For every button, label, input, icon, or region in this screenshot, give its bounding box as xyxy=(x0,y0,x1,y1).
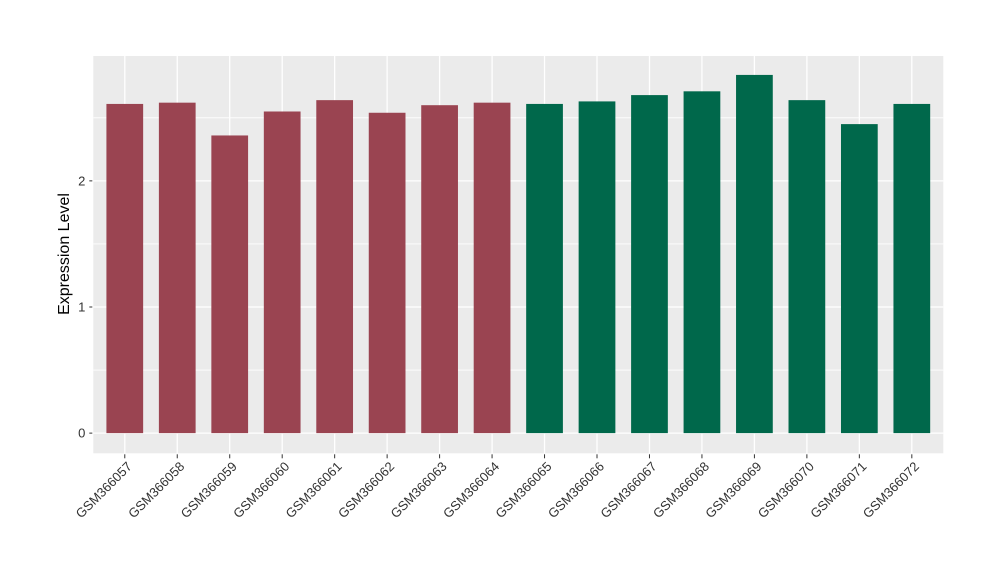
x-tick-label: GSM366072 xyxy=(860,459,922,521)
bar-GSM366061 xyxy=(316,100,354,434)
bar-GSM366067 xyxy=(631,95,668,434)
bar-GSM366072 xyxy=(893,103,931,434)
y-tick-label: 1 xyxy=(78,299,85,314)
y-tick-label: 2 xyxy=(78,173,85,188)
bar-GSM366059 xyxy=(211,135,249,434)
bar-GSM366063 xyxy=(421,105,458,434)
y-tick-label: 0 xyxy=(78,426,85,441)
bar-GSM366069 xyxy=(736,74,773,434)
bar-GSM366058 xyxy=(158,102,196,434)
bar-GSM366065 xyxy=(526,103,563,434)
bar-GSM366066 xyxy=(578,101,616,434)
bar-GSM366062 xyxy=(368,112,406,434)
bar-GSM366068 xyxy=(683,91,721,434)
y-axis-title: Expression Level xyxy=(56,193,73,315)
bar-GSM366064 xyxy=(473,102,511,434)
plot-panel xyxy=(93,56,944,454)
bar-GSM366071 xyxy=(840,124,878,434)
bar-GSM366060 xyxy=(263,111,301,434)
bar-GSM366057 xyxy=(106,103,144,434)
bar-GSM366070 xyxy=(788,100,826,434)
